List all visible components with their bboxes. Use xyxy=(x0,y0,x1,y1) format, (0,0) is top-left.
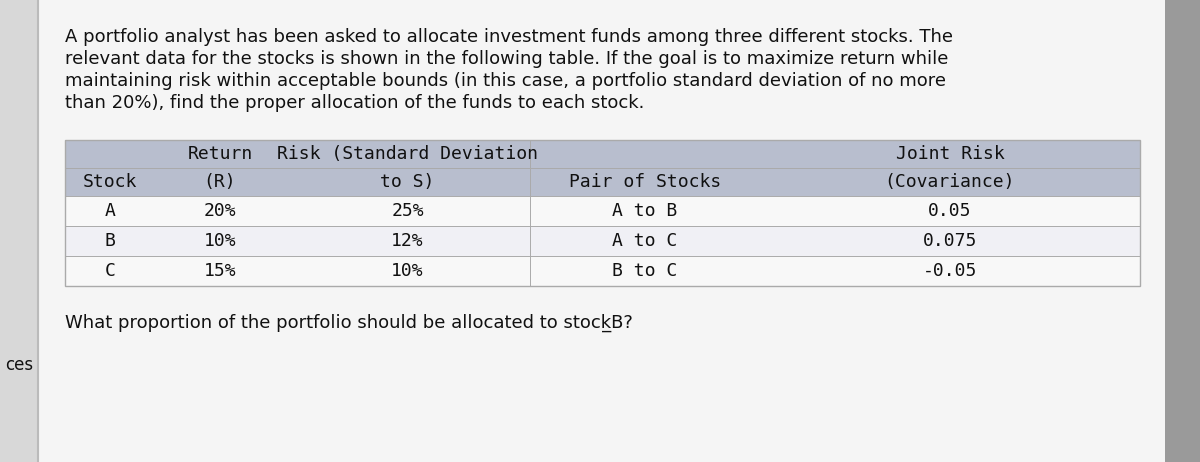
Text: 20%: 20% xyxy=(204,202,236,220)
Bar xyxy=(1165,0,1200,462)
Text: Pair of Stocks: Pair of Stocks xyxy=(569,173,721,191)
Text: B to C: B to C xyxy=(612,262,678,280)
Bar xyxy=(65,140,1140,286)
Text: Stock: Stock xyxy=(83,173,137,191)
Text: B: B xyxy=(104,232,115,250)
Text: 10%: 10% xyxy=(391,262,424,280)
Text: 25%: 25% xyxy=(391,202,424,220)
Text: -0.05: -0.05 xyxy=(923,262,977,280)
Text: A: A xyxy=(104,202,115,220)
Text: Return: Return xyxy=(187,145,253,163)
Text: 12%: 12% xyxy=(391,232,424,250)
Text: 0.05: 0.05 xyxy=(929,202,972,220)
Text: (R): (R) xyxy=(204,173,236,191)
Text: C: C xyxy=(104,262,115,280)
Bar xyxy=(65,140,1140,196)
Text: ces: ces xyxy=(5,356,34,374)
Text: relevant data for the stocks is shown in the following table. If the goal is to : relevant data for the stocks is shown in… xyxy=(65,50,948,68)
Text: A portfolio analyst has been asked to allocate investment funds among three diff: A portfolio analyst has been asked to al… xyxy=(65,28,953,46)
Text: 0.075: 0.075 xyxy=(923,232,977,250)
Text: A to B: A to B xyxy=(612,202,678,220)
Text: (Covariance): (Covariance) xyxy=(884,173,1015,191)
Text: What proportion of the portfolio should be allocated to stock̲B?: What proportion of the portfolio should … xyxy=(65,314,632,332)
Text: A to C: A to C xyxy=(612,232,678,250)
Text: Joint Risk: Joint Risk xyxy=(895,145,1004,163)
Text: 15%: 15% xyxy=(204,262,236,280)
Bar xyxy=(65,226,1140,256)
Bar xyxy=(65,196,1140,226)
Text: Risk (Standard Deviation: Risk (Standard Deviation xyxy=(277,145,538,163)
Bar xyxy=(65,256,1140,286)
Text: to S): to S) xyxy=(380,173,434,191)
Text: maintaining risk within acceptable bounds (in this case, a portfolio standard de: maintaining risk within acceptable bound… xyxy=(65,72,946,90)
Bar xyxy=(0,0,38,462)
Text: 10%: 10% xyxy=(204,232,236,250)
Text: than 20%), find the proper allocation of the funds to each stock.: than 20%), find the proper allocation of… xyxy=(65,94,644,112)
